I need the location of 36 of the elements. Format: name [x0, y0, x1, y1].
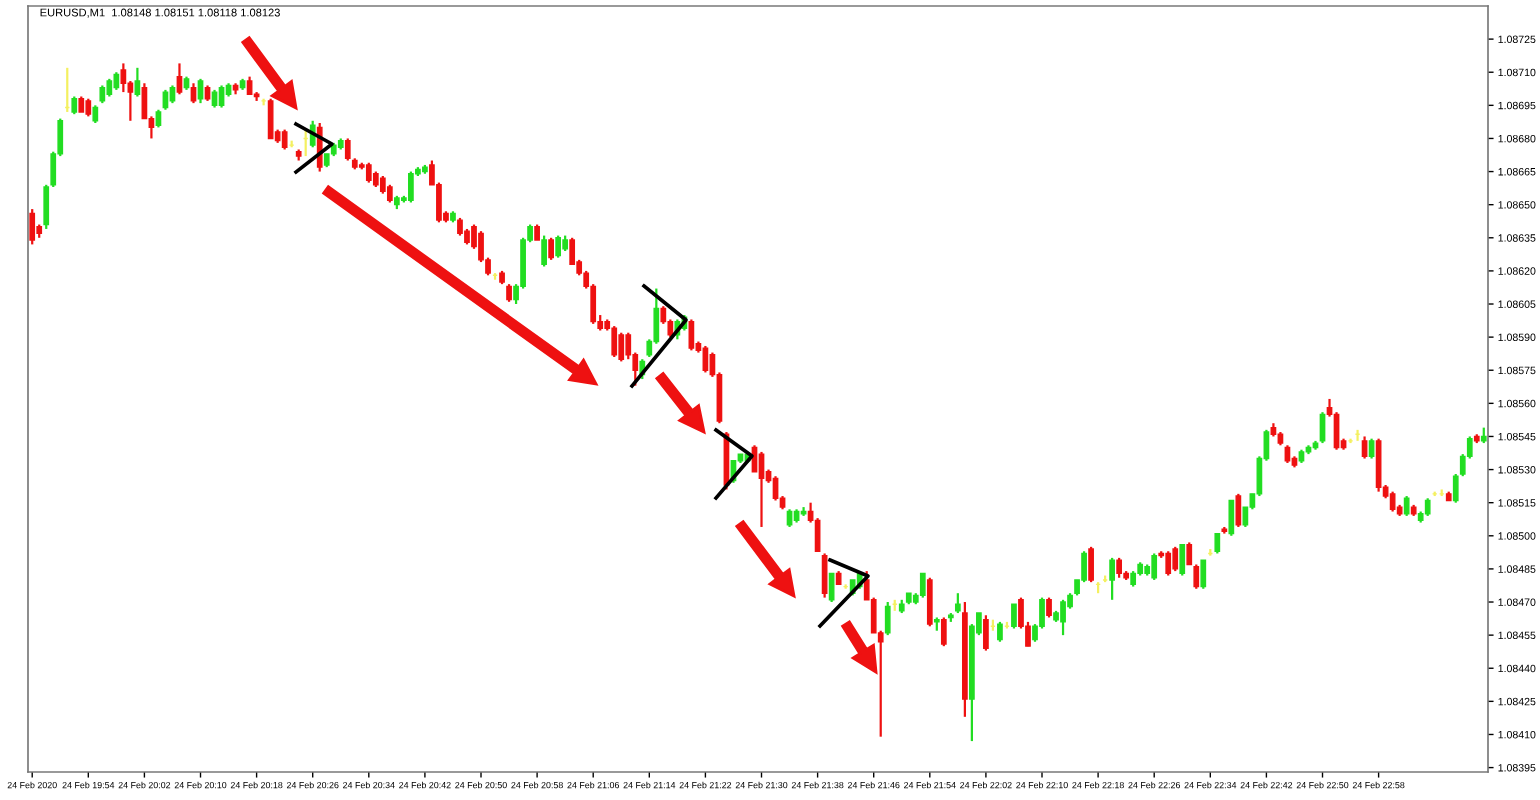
candlestick [940, 616, 947, 648]
candlestick [408, 170, 414, 204]
candlestick [997, 620, 1003, 643]
candlestick [344, 137, 351, 162]
candlestick [190, 82, 197, 105]
candlestick [281, 128, 288, 151]
candlestick [1228, 499, 1235, 537]
candlestick [1214, 532, 1221, 555]
candlestick [954, 592, 961, 615]
candlestick [1172, 545, 1179, 573]
candlestick [365, 161, 372, 184]
candlestick [541, 234, 547, 268]
candlestick [758, 450, 765, 529]
candlestick [1165, 550, 1172, 577]
candlestick [1235, 492, 1242, 529]
candlestick [1116, 556, 1123, 579]
candlestick [1046, 596, 1052, 619]
candlestick [555, 234, 562, 259]
candlestick [29, 207, 36, 246]
candlestick [1011, 603, 1017, 630]
candlestick [134, 66, 141, 98]
candlestick [702, 344, 709, 374]
candlestick [1403, 494, 1410, 518]
candlestick [618, 331, 625, 363]
candlestick [983, 614, 989, 652]
candlestick [1109, 556, 1115, 601]
candlestick [1088, 545, 1094, 584]
candlestick [919, 572, 926, 599]
candlestick [884, 600, 891, 637]
candlestick [926, 576, 933, 628]
candlestick [1060, 598, 1066, 637]
candlestick [1151, 552, 1158, 582]
candlestick [1200, 558, 1207, 590]
candlestick [611, 324, 618, 359]
candlestick [1179, 543, 1186, 577]
candlestick [548, 236, 555, 261]
